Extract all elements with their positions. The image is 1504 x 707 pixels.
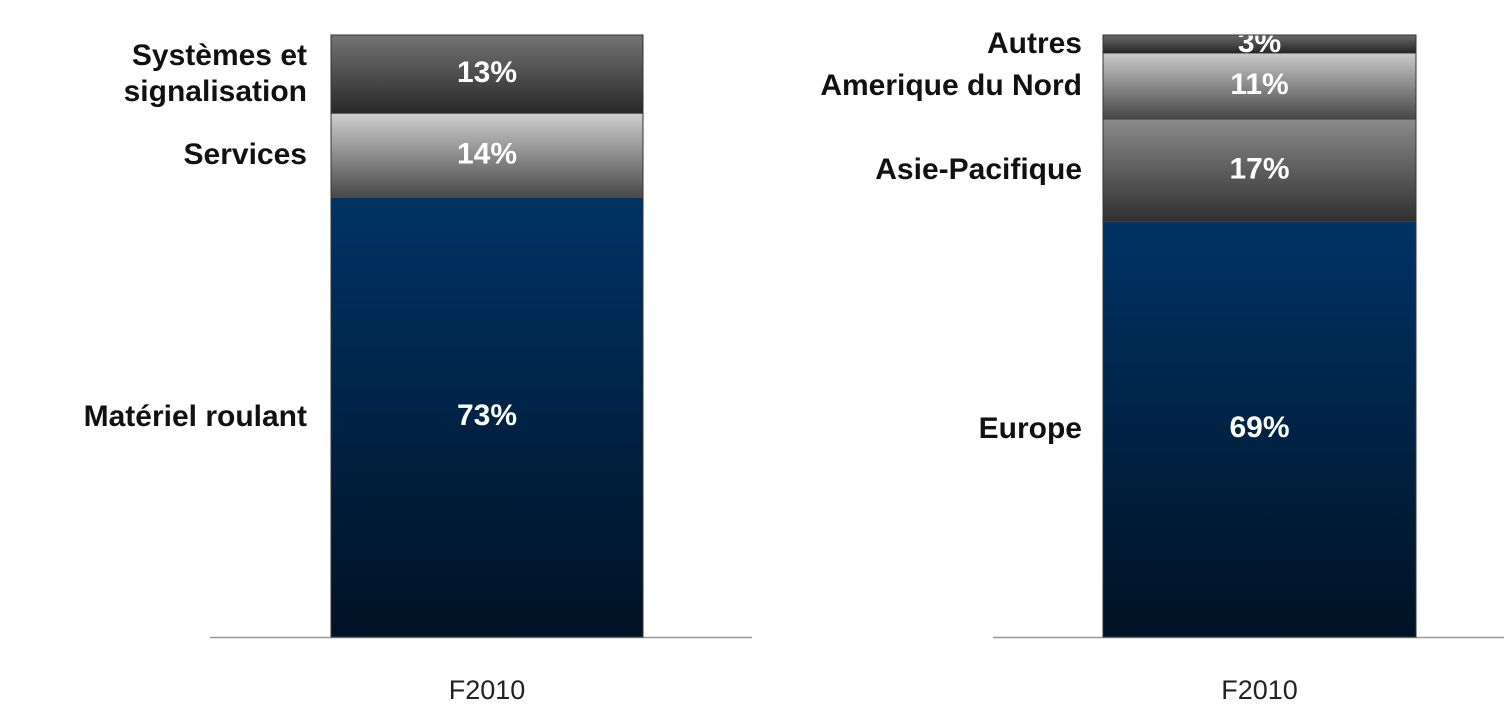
segment-shade	[331, 35, 643, 114]
category-label: F2010	[449, 675, 526, 705]
segment-shade	[1103, 35, 1416, 54]
value-label: 3%	[1238, 26, 1281, 59]
series-label: Matériel roulant	[83, 400, 307, 434]
category-label: F2010	[1221, 675, 1298, 705]
series-label: Services	[183, 138, 307, 172]
segment-shade	[331, 113, 643, 198]
series-label: Europe	[978, 412, 1082, 446]
series-label: Systèmes et signalisation	[123, 39, 307, 109]
series-label: Autres	[986, 27, 1082, 61]
segment-shade	[1103, 53, 1416, 120]
value-label: 13%	[457, 56, 517, 89]
value-label: 17%	[1229, 152, 1289, 185]
value-label: 14%	[457, 137, 517, 170]
value-label: 11%	[1230, 68, 1288, 101]
value-label: 73%	[457, 399, 517, 432]
series-label: Asie-Pacifique	[875, 153, 1082, 187]
value-label: 69%	[1229, 411, 1289, 444]
bar-outline	[1102, 34, 1417, 638]
segment-shade	[331, 197, 643, 638]
series-label: Amerique du Nord	[820, 69, 1082, 103]
segment-shade	[1103, 221, 1416, 637]
bar-outline	[330, 34, 644, 638]
segment-shade	[1103, 119, 1416, 222]
